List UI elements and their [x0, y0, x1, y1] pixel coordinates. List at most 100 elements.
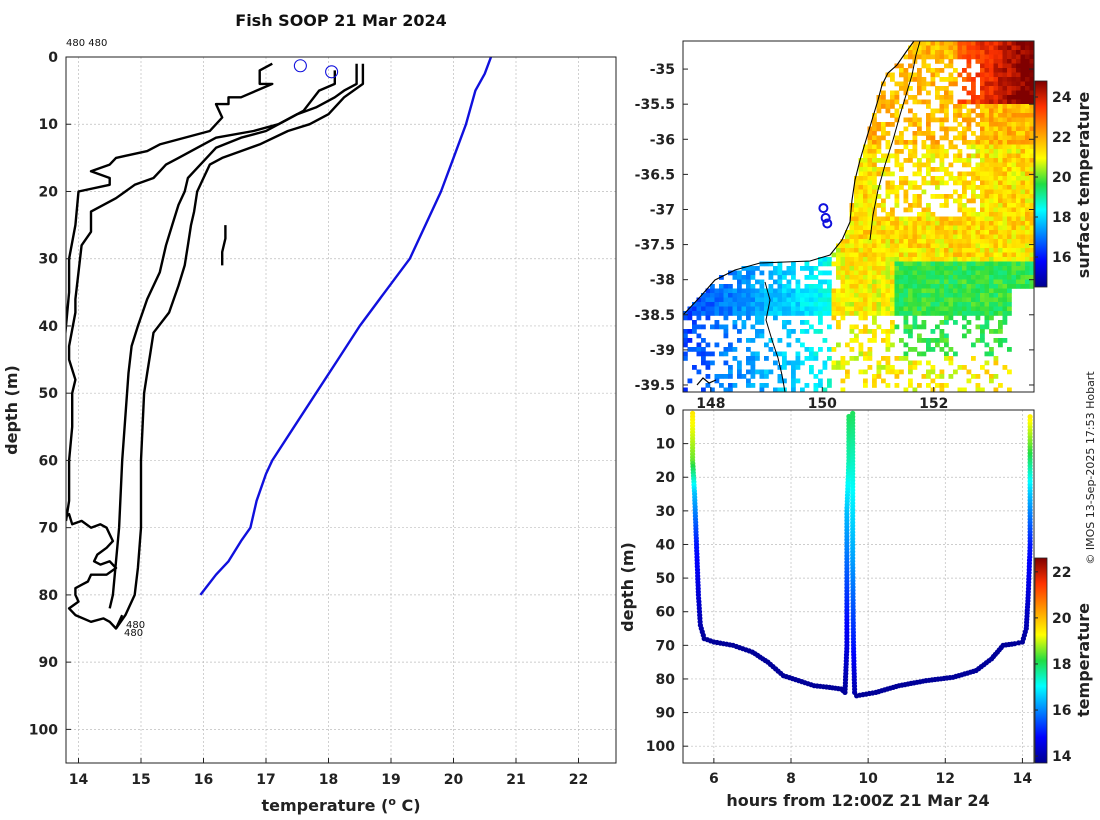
sst-cell — [993, 387, 999, 392]
sst-cell — [957, 207, 963, 213]
sst-cell — [908, 347, 913, 352]
sst-cell — [912, 140, 918, 145]
sst-cell — [1020, 104, 1026, 109]
sst-cell — [971, 248, 976, 253]
sst-cell — [750, 324, 756, 330]
sst-cell — [903, 257, 909, 262]
section-x-tick-label: 8 — [786, 771, 796, 787]
sst-cell — [966, 248, 972, 253]
sst-cell — [710, 351, 715, 357]
sst-cell — [1002, 171, 1008, 177]
sst-cell — [966, 284, 972, 289]
sst-cell — [957, 261, 963, 267]
sst-cell — [755, 333, 760, 339]
sst-cell — [894, 302, 900, 307]
sst-cell — [1016, 140, 1021, 145]
sst-cell — [854, 293, 859, 298]
section-y-tick-label: 0 — [665, 403, 675, 419]
sst-cell — [899, 81, 904, 87]
sst-cell — [1011, 77, 1017, 82]
sst-cell — [867, 302, 873, 307]
sst-cell — [989, 126, 994, 132]
sst-cell — [948, 230, 954, 235]
sst-cell — [885, 108, 891, 114]
sst-cell — [1007, 243, 1012, 249]
sst-cell — [908, 50, 913, 55]
sst-cell — [782, 275, 787, 280]
sst-cell — [863, 378, 868, 384]
sst-cell — [962, 212, 967, 217]
sst-cell — [957, 45, 963, 51]
sst-cell — [696, 306, 702, 312]
sst-cell — [1007, 50, 1012, 55]
sst-cell — [980, 99, 985, 105]
profile-x-tick-label: 15 — [131, 772, 150, 788]
sst-cell — [984, 54, 990, 60]
sst-cell — [993, 81, 999, 87]
sst-cell — [786, 297, 792, 303]
sst-cell — [1020, 261, 1026, 267]
sst-cell — [1007, 81, 1012, 87]
sst-cell — [899, 297, 904, 303]
sst-cell — [1007, 239, 1012, 244]
sst-cell — [989, 252, 994, 258]
sst-cell — [872, 257, 877, 262]
sst-cell — [890, 104, 895, 109]
sst-cell — [953, 284, 958, 289]
sst-cell — [881, 221, 886, 226]
sst-cell — [1016, 203, 1021, 208]
sst-cell — [962, 311, 967, 316]
profile-x-tick-label: 21 — [506, 772, 525, 788]
sst-cell — [971, 374, 976, 379]
sst-cell — [953, 306, 958, 312]
sst-cell — [1002, 306, 1008, 312]
sst-cell — [917, 171, 922, 177]
sst-cell — [926, 207, 931, 213]
sst-cell — [768, 275, 774, 280]
sst-cell — [818, 284, 823, 289]
sst-cell — [903, 221, 909, 226]
sst-cell — [1002, 59, 1008, 64]
sst-cell — [998, 158, 1003, 163]
sst-cell — [795, 365, 801, 370]
sst-cell — [849, 261, 855, 267]
sst-cell — [764, 383, 769, 388]
sst-cell — [858, 342, 864, 348]
sst-cell — [939, 153, 945, 159]
sst-cell — [948, 284, 954, 289]
sst-cell — [1002, 266, 1008, 271]
sst-cell — [1025, 95, 1030, 100]
series-line-profile-3 — [108, 63, 358, 609]
sst-cell — [1002, 45, 1008, 51]
sst-cell — [890, 216, 895, 222]
sst-cell — [926, 284, 931, 289]
sst-cell — [899, 180, 904, 186]
sst-cell — [935, 54, 940, 60]
sst-cell — [683, 311, 688, 316]
sst-cell — [966, 99, 972, 105]
sst-cell — [984, 113, 990, 118]
sst-cell — [908, 383, 913, 388]
sst-cell — [1025, 198, 1030, 204]
sst-cell — [980, 41, 985, 46]
sst-cell — [1025, 194, 1030, 199]
sst-cell — [930, 387, 936, 392]
sst-cell — [953, 68, 958, 73]
sst-cell — [939, 293, 945, 298]
sst-cell — [746, 338, 751, 343]
sst-cell — [737, 311, 742, 316]
sst-cell — [854, 194, 859, 199]
sst-cell — [845, 239, 850, 244]
sst-cell — [876, 275, 882, 280]
sst-cell — [858, 266, 864, 271]
sst-cell — [1007, 297, 1012, 303]
sst-cell — [962, 99, 967, 105]
sst-cell — [858, 162, 864, 168]
sst-cell — [1011, 284, 1017, 289]
sst-cell — [867, 212, 873, 217]
sst-cell — [863, 144, 868, 150]
sst-cell — [881, 135, 886, 141]
sst-cell — [966, 279, 972, 285]
sst-cell — [912, 288, 918, 294]
sst-cell — [926, 216, 931, 222]
